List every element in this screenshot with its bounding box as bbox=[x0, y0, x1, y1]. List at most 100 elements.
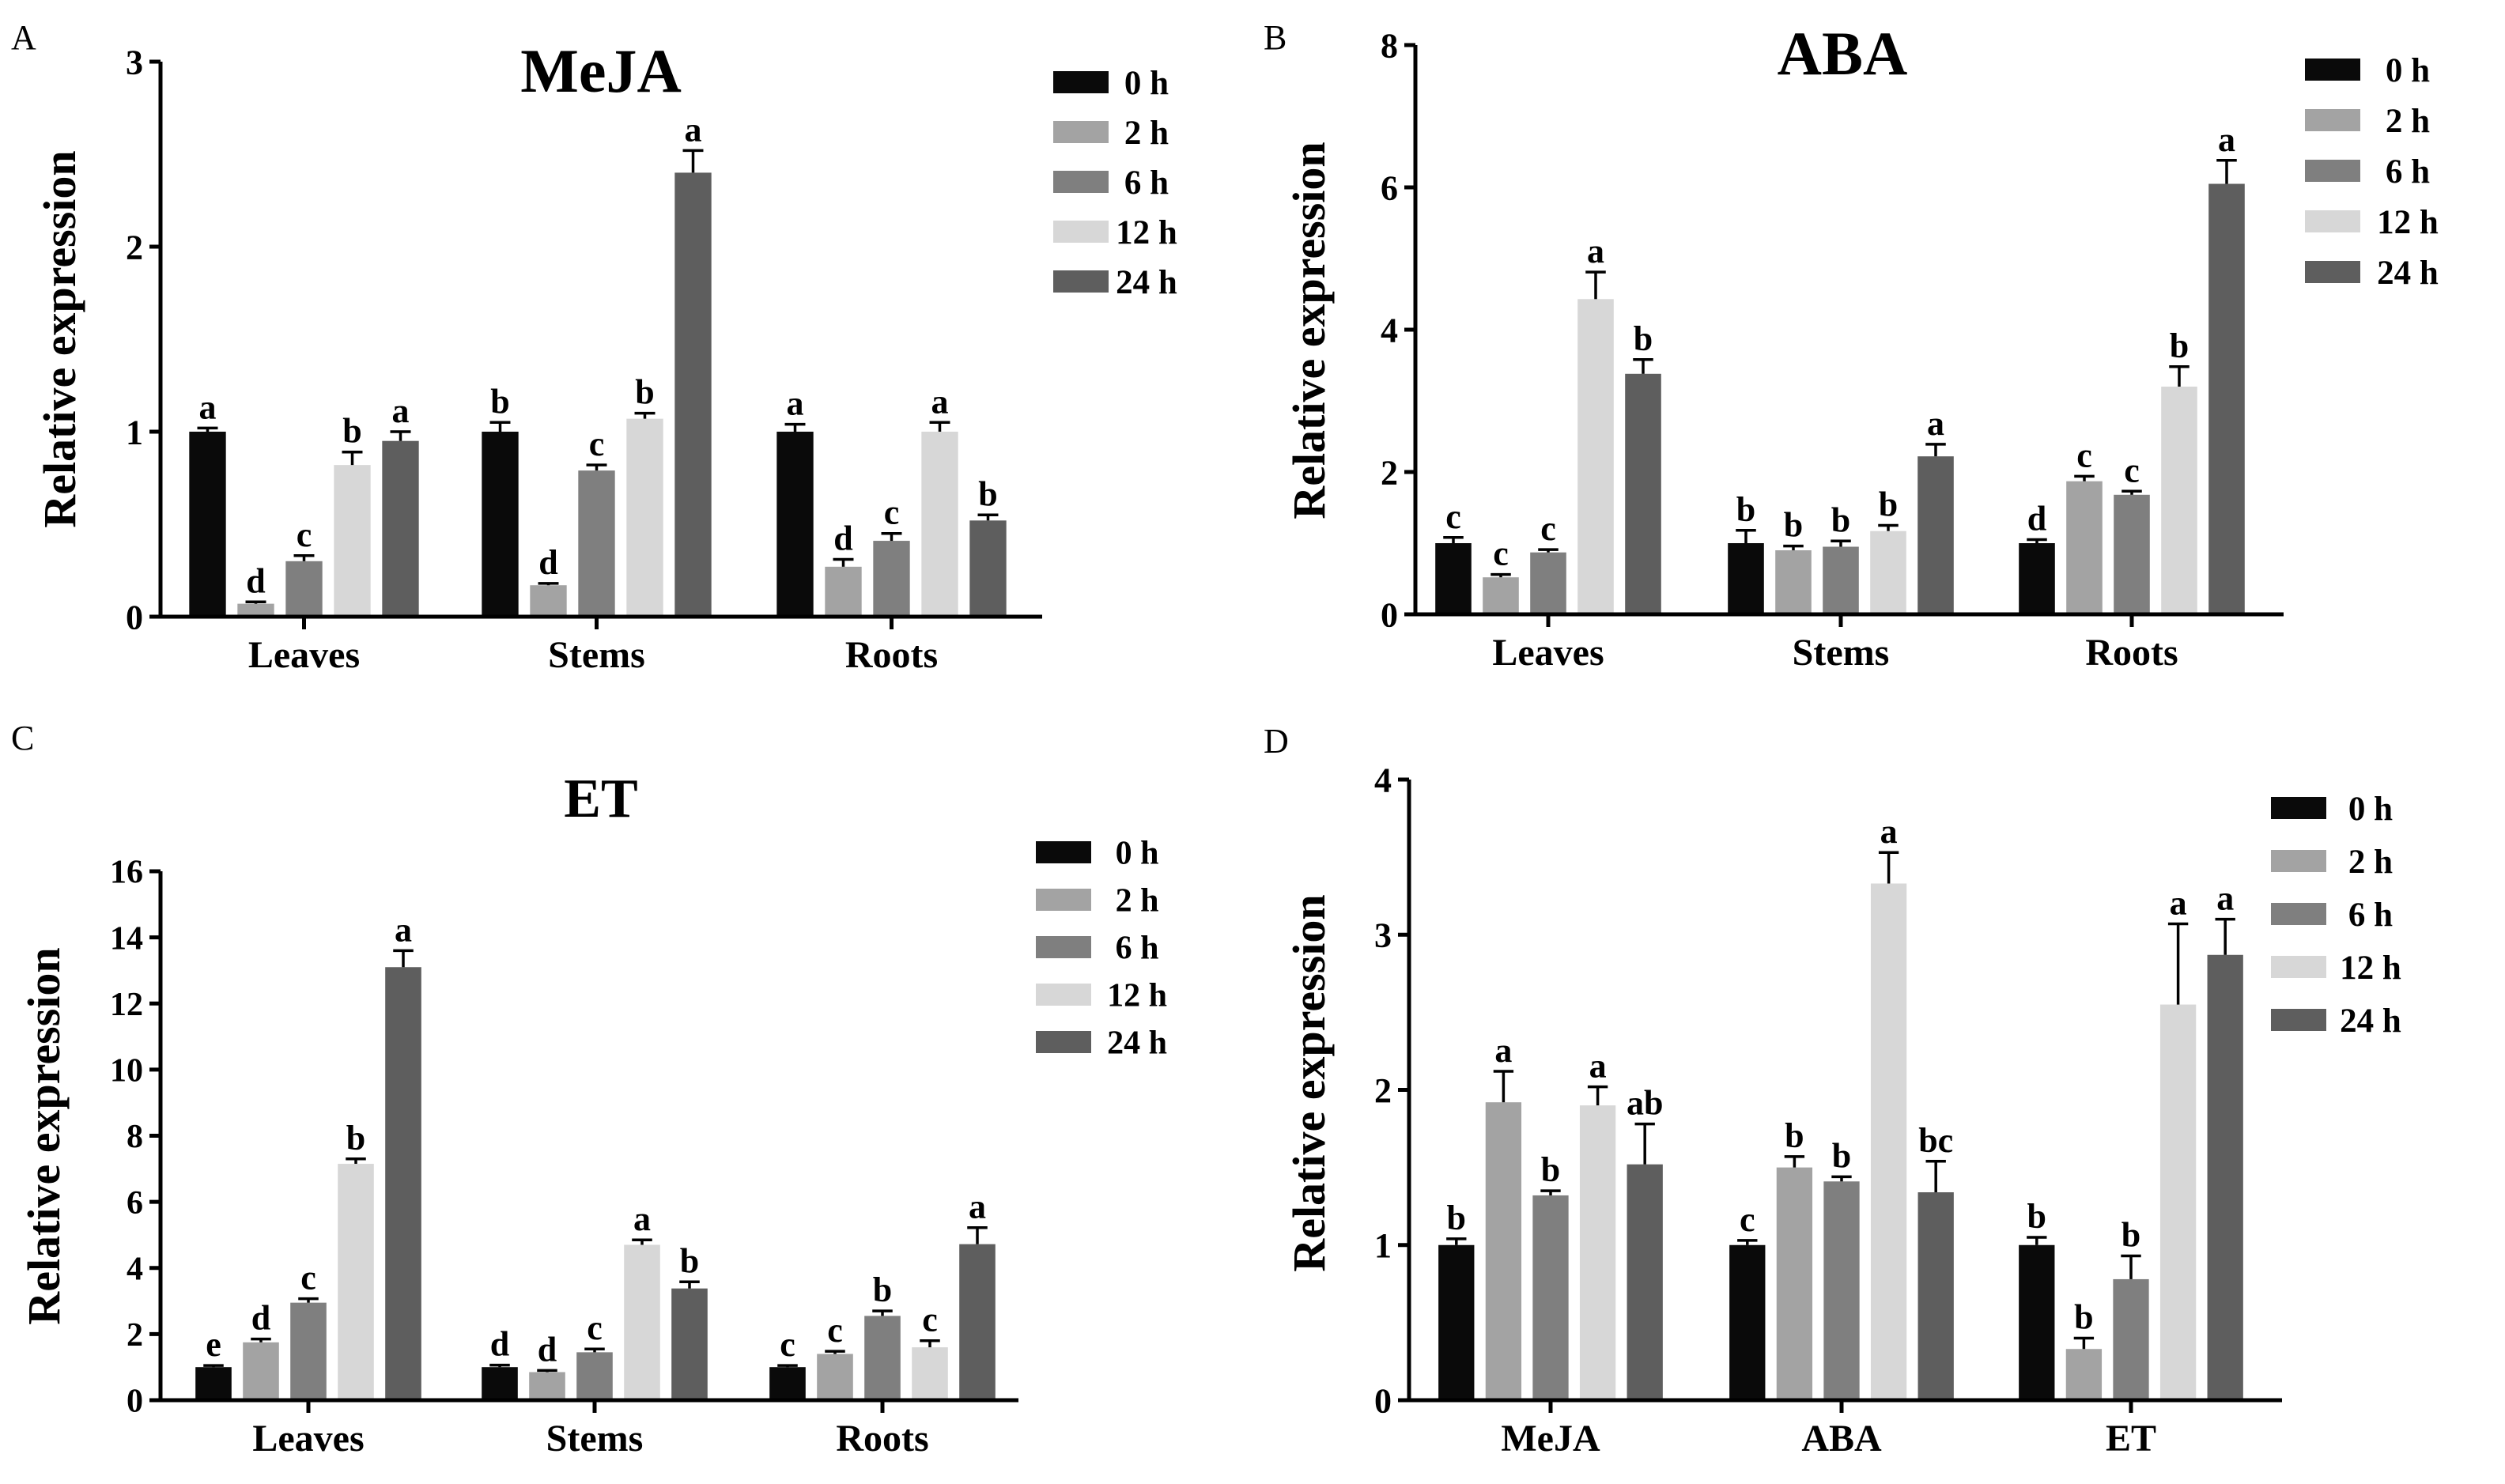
x-tick-label: Roots bbox=[836, 1418, 928, 1459]
x-tick-label: Stems bbox=[1793, 632, 1890, 674]
x-tick-label: Leaves bbox=[248, 634, 360, 676]
y-tick-label: 8 bbox=[127, 1119, 143, 1155]
significance-letter: a bbox=[392, 391, 410, 430]
y-tick-label: 0 bbox=[126, 598, 143, 636]
legend-swatch bbox=[1053, 171, 1109, 193]
bar-12h-leaves bbox=[334, 465, 371, 617]
bar-2h-stems bbox=[530, 585, 567, 617]
y-tick-label: 14 bbox=[110, 920, 143, 957]
bar-2h-leaves bbox=[1483, 577, 1519, 614]
bar-2h-leaves bbox=[243, 1342, 279, 1400]
bar-12h-stems bbox=[624, 1244, 660, 1400]
x-tick-label: Stems bbox=[546, 1418, 644, 1459]
significance-letter: d bbox=[538, 1330, 557, 1369]
legend-label: 0 h bbox=[2386, 52, 2430, 89]
significance-letter: b bbox=[1736, 490, 1755, 529]
significance-letter: e bbox=[206, 1325, 221, 1364]
legend-swatch bbox=[1053, 71, 1109, 93]
significance-letter: a bbox=[685, 110, 702, 149]
significance-letter: a bbox=[2216, 879, 2234, 918]
y-tick-label: 2 bbox=[1381, 453, 1398, 492]
significance-letter: c bbox=[922, 1301, 938, 1339]
bar-0h-aba bbox=[1729, 1244, 1766, 1400]
panel-letter: A bbox=[11, 18, 36, 57]
chart-title: ET bbox=[564, 768, 637, 829]
y-tick-label: 4 bbox=[127, 1251, 143, 1287]
significance-letter: b bbox=[1879, 485, 1898, 524]
bar-12h-stems bbox=[626, 418, 663, 617]
significance-letter: b bbox=[2122, 1215, 2140, 1254]
significance-letter: b bbox=[342, 412, 361, 451]
x-tick-label: Roots bbox=[845, 634, 938, 676]
bar-0h-roots bbox=[776, 432, 814, 617]
significance-letter: a bbox=[1927, 404, 1944, 443]
bar-0h-leaves bbox=[189, 432, 226, 617]
significance-letter: a bbox=[2218, 120, 2235, 159]
legend-label: 12 h bbox=[2377, 204, 2439, 241]
bar-6h-roots bbox=[864, 1316, 901, 1400]
legend-label: 2 h bbox=[1124, 115, 1169, 152]
significance-letter: c bbox=[1740, 1200, 1755, 1239]
bar-6h-leaves bbox=[285, 561, 323, 617]
significance-letter: a bbox=[969, 1188, 986, 1226]
legend-swatch bbox=[2305, 261, 2360, 283]
bar-24h-stems bbox=[674, 172, 712, 617]
legend-label: 0 h bbox=[2348, 791, 2393, 828]
legend-swatch bbox=[1036, 984, 1091, 1006]
bar-6h-stems bbox=[578, 470, 615, 617]
y-tick-label: 8 bbox=[1381, 26, 1398, 65]
legend-label: 6 h bbox=[1124, 164, 1169, 202]
legend-label: 0 h bbox=[1116, 836, 1159, 872]
bar-2h-roots bbox=[817, 1354, 853, 1400]
bar-24h-stems bbox=[1917, 456, 1954, 614]
y-tick-label: 4 bbox=[1374, 761, 1392, 799]
bar-0h-leaves bbox=[195, 1367, 232, 1400]
significance-letter: b bbox=[2027, 1197, 2046, 1236]
significance-letter: a bbox=[1587, 232, 1604, 270]
legend-swatch bbox=[2305, 160, 2360, 182]
legend-swatch bbox=[2271, 850, 2326, 872]
bar-12h-stems bbox=[1870, 531, 1906, 614]
bar-2h-leaves bbox=[237, 603, 274, 617]
significance-letter: b bbox=[490, 382, 509, 421]
significance-letter: a bbox=[931, 382, 949, 421]
x-tick-label: ET bbox=[2106, 1418, 2156, 1459]
significance-letter: a bbox=[787, 384, 804, 423]
y-tick-label: 0 bbox=[1374, 1381, 1392, 1420]
significance-letter: b bbox=[1634, 319, 1653, 358]
significance-letter: a bbox=[395, 910, 412, 949]
y-axis-label: Relative expression bbox=[18, 947, 70, 1324]
bar-24h-stems bbox=[671, 1288, 708, 1400]
legend-swatch bbox=[1036, 1031, 1091, 1053]
legend-swatch bbox=[2271, 903, 2326, 925]
significance-letter: b bbox=[2074, 1298, 2093, 1337]
legend-swatch bbox=[1053, 221, 1109, 243]
bar-12h-roots bbox=[2161, 387, 2197, 614]
x-tick-label: ABA bbox=[1801, 1418, 1882, 1459]
panel-letter: D bbox=[1264, 722, 1289, 761]
legend-label: 24 h bbox=[1116, 264, 1177, 301]
significance-letter: c bbox=[884, 493, 900, 532]
bar-6h-roots bbox=[873, 541, 910, 617]
bar-24h-roots bbox=[2208, 183, 2245, 614]
legend-label: 12 h bbox=[1107, 978, 1167, 1014]
legend-swatch bbox=[1036, 841, 1091, 863]
x-tick-label: Stems bbox=[548, 634, 645, 676]
legend-label: 6 h bbox=[2348, 897, 2393, 934]
panel-letter: B bbox=[1264, 18, 1287, 57]
legend-label: 24 h bbox=[2377, 255, 2439, 292]
bar-6h-leaves bbox=[1530, 552, 1566, 614]
significance-letter: c bbox=[297, 515, 312, 554]
bar-6h-meja bbox=[1532, 1195, 1569, 1400]
y-tick-label: 4 bbox=[1381, 311, 1398, 349]
significance-letter: c bbox=[587, 1308, 603, 1347]
legend-label: 12 h bbox=[2340, 950, 2401, 987]
y-tick-label: 3 bbox=[126, 43, 143, 81]
bar-6h-stems bbox=[576, 1352, 613, 1400]
legend-swatch bbox=[2305, 59, 2360, 81]
significance-letter: b bbox=[1447, 1199, 1466, 1237]
